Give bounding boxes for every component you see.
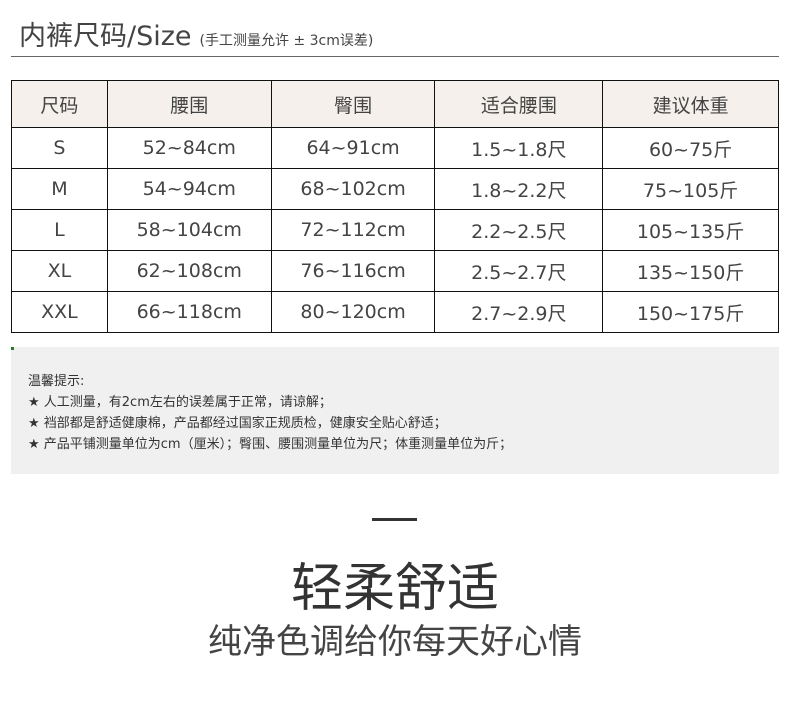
cell-waist: 52~84cm xyxy=(106,127,272,169)
cell-weight: 60~75斤 xyxy=(602,127,779,169)
size-table: 尺码 腰围 臀围 适合腰围 建议体重 S 52~84cm 64~91cm 1.5~1.… xyxy=(11,80,779,333)
measurement-note: (手工测量允许 ± 3cm误差) xyxy=(199,33,374,49)
cell-hip: 68~102cm xyxy=(270,168,436,210)
header-waist: 腰围 xyxy=(106,80,272,128)
cell-size: XL xyxy=(11,250,108,292)
cell-waist: 62~108cm xyxy=(106,250,272,292)
cell-hip: 76~116cm xyxy=(270,250,436,292)
promo-subtitle: 纯净色调给你每天好心情 xyxy=(208,622,582,662)
table-header-row: 尺码 腰围 臀围 适合腰围 建议体重 xyxy=(11,80,779,128)
cell-weight: 75~105斤 xyxy=(602,168,779,210)
header-weight: 建议体重 xyxy=(602,80,779,128)
cell-weight: 135~150斤 xyxy=(602,250,779,292)
cell-hip: 64~91cm xyxy=(270,127,436,169)
table-row: XXL 66~118cm 80~120cm 2.7~2.9尺 150~175斤 xyxy=(11,291,779,333)
cell-size: L xyxy=(11,209,108,251)
section-dash xyxy=(372,518,417,521)
cell-hip: 72~112cm xyxy=(270,209,436,251)
cell-fit-waist: 1.8~2.2尺 xyxy=(434,168,604,210)
table-row: M 54~94cm 68~102cm 1.8~2.2尺 75~105斤 xyxy=(11,168,779,210)
promo-title: 轻柔舒适 xyxy=(290,559,499,619)
cell-fit-waist: 2.2~2.5尺 xyxy=(434,209,604,251)
cell-size: M xyxy=(11,168,108,210)
notice-box: 温馨提示: ★ 人工测量，有2cm左右的误差属于正常，请谅解； ★ 裆部都是舒适… xyxy=(11,347,779,474)
header-fit-waist: 适合腰围 xyxy=(434,80,604,128)
cell-fit-waist: 2.5~2.7尺 xyxy=(434,250,604,292)
table-row: L 58~104cm 72~112cm 2.2~2.5尺 105~135斤 xyxy=(11,209,779,251)
notice-item: ★ 裆部都是舒适健康棉，产品都经过国家正规质检，健康安全贴心舒适； xyxy=(28,416,447,431)
title-divider xyxy=(11,56,779,57)
cell-weight: 150~175斤 xyxy=(602,291,779,333)
cell-fit-waist: 2.7~2.9尺 xyxy=(434,291,604,333)
header-size: 尺码 xyxy=(11,80,108,128)
header-hip: 臀围 xyxy=(270,80,436,128)
cell-waist: 66~118cm xyxy=(106,291,272,333)
table-row: S 52~84cm 64~91cm 1.5~1.8尺 60~75斤 xyxy=(11,127,779,169)
size-chart-title: 内裤尺码/Size (手工测量允许 ± 3cm误差) xyxy=(19,14,373,53)
notice-item: ★ 人工测量，有2cm左右的误差属于正常，请谅解； xyxy=(28,395,332,410)
cell-size: S xyxy=(11,127,108,169)
table-row: XL 62~108cm 76~116cm 2.5~2.7尺 135~150斤 xyxy=(11,250,779,292)
cell-size: XXL xyxy=(11,291,108,333)
cell-waist: 54~94cm xyxy=(106,168,272,210)
notice-item: ★ 产品平铺测量单位为cm（厘米）；臀围、腰围测量单位为尺；体重测量单位为斤； xyxy=(28,437,513,452)
cell-weight: 105~135斤 xyxy=(602,209,779,251)
corner-mark xyxy=(11,347,14,350)
notice-title: 温馨提示: xyxy=(28,374,85,389)
cell-fit-waist: 1.5~1.8尺 xyxy=(434,127,604,169)
cell-hip: 80~120cm xyxy=(270,291,436,333)
title-text: 内裤尺码/Size xyxy=(19,21,192,52)
cell-waist: 58~104cm xyxy=(106,209,272,251)
